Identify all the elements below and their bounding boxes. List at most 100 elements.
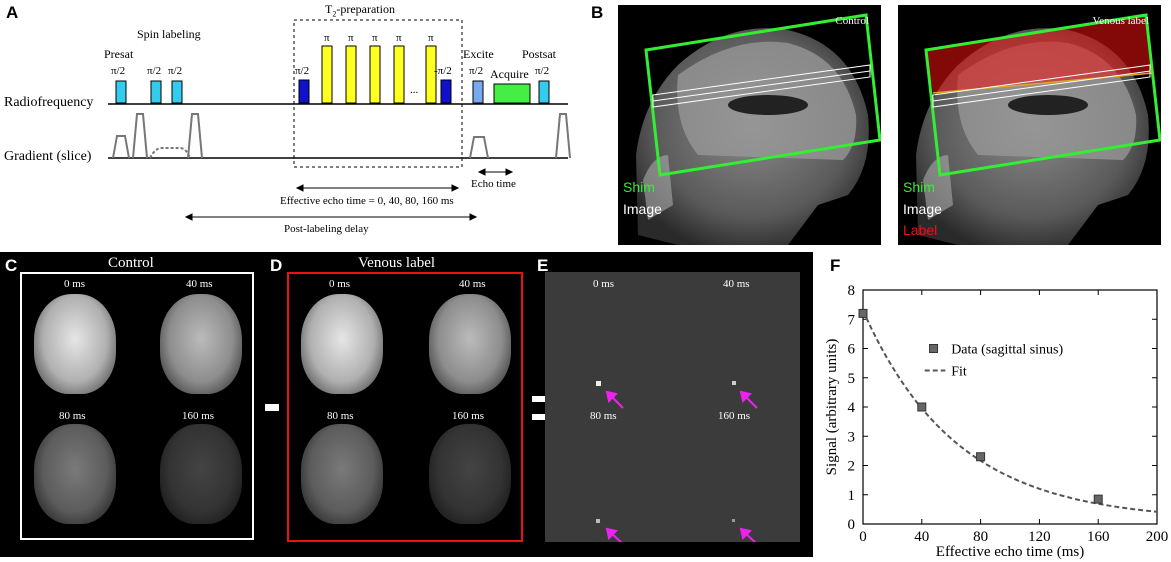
gradient-postsat <box>555 113 571 159</box>
venous-frame: 0 ms 40 ms 80 ms 160 ms <box>287 272 523 542</box>
post-labeling-delay-label: Post-labeling delay <box>284 223 369 235</box>
y-tick-label: 1 <box>848 488 856 504</box>
effective-echo-time-label: Effective echo time = 0, 40, 80, 160 ms <box>280 195 454 207</box>
t2-pi-pulse-2 <box>345 45 357 104</box>
sinus-spot-160 <box>732 519 735 522</box>
data-point <box>976 452 986 462</box>
difference-images: 0 ms 40 ms 80 ms 160 ms <box>545 272 800 542</box>
control-title: Control <box>835 15 869 27</box>
t2-pi-pulse-4 <box>393 45 405 104</box>
y-tick-label: 2 <box>848 459 856 475</box>
sagittal-head-control <box>636 13 881 245</box>
control-brain-160ms <box>160 424 242 524</box>
panel-f-letter: F <box>830 256 841 275</box>
x-tick-label: 160 <box>1087 529 1110 545</box>
pulse-ellipsis: ... <box>410 84 419 96</box>
t2-prep-box <box>293 19 463 168</box>
excite-label: Excite <box>463 47 494 61</box>
gradient-excite <box>469 136 489 159</box>
x-tick-label: 80 <box>973 529 988 545</box>
diff-time-160: 160 ms <box>718 410 751 422</box>
radiofrequency-label: Radiofrequency <box>4 95 94 110</box>
pi-label-5: π <box>428 32 434 44</box>
diff-time-40: 40 ms <box>723 278 750 290</box>
shim-legend-control: Shim <box>623 179 655 195</box>
x-tick-label: 0 <box>859 529 867 545</box>
y-tick-label: 3 <box>848 429 856 445</box>
t2-neg-pi2-pulse <box>440 79 452 104</box>
venous-time-160: 160 ms <box>452 410 485 422</box>
echo-time-arrow <box>477 168 514 176</box>
panel-e-letter: E <box>537 256 549 275</box>
control-time-0: 0 ms <box>64 278 86 290</box>
y-tick-label: 5 <box>848 371 856 387</box>
venous-time-0: 0 ms <box>329 278 351 290</box>
y-tick-label: 0 <box>848 517 856 533</box>
shim-legend-venous: Shim <box>903 179 935 195</box>
control-brain-40ms <box>160 294 242 394</box>
data-point <box>917 402 927 412</box>
presat-label: Presat <box>104 47 134 61</box>
t2-pi2-pulse <box>298 79 310 104</box>
post-labeling-delay-arrow <box>184 213 478 221</box>
control-title-axial: Control <box>108 255 154 271</box>
presat-pulse <box>115 80 127 104</box>
pulse-sequence-diagram <box>108 19 571 221</box>
image-legend-control: Image <box>623 201 662 217</box>
t2-prep-title: T2-preparation <box>325 2 395 19</box>
equals-sign-top <box>532 396 550 402</box>
pi2-label-1: π/2 <box>147 65 162 77</box>
legend-label-data: Data (sagittal sinus) <box>951 343 1063 358</box>
pi2-label-2: π/2 <box>168 65 183 77</box>
plot-frame <box>862 289 1158 525</box>
echo-time-label: Echo time <box>471 178 516 190</box>
minus-sign <box>265 404 279 411</box>
pi-label-1: π <box>324 32 330 44</box>
panel-d-letter: D <box>270 256 283 275</box>
venous-label-sagittal-image: Venous label Shim Image Label <box>898 5 1161 245</box>
pi2-postsat-label: π/2 <box>535 65 550 77</box>
panel-b-letter: B <box>591 3 604 22</box>
venous-label-title: Venous label <box>1092 15 1149 27</box>
spin-labeling-label: Spin labeling <box>137 27 201 41</box>
x-tick-label: 120 <box>1028 529 1051 545</box>
x-axis-label: Effective echo time (ms) <box>936 544 1084 560</box>
magenta-arrows <box>605 390 758 542</box>
panel-c-letter: C <box>5 256 18 275</box>
x-tick-label: 200 <box>1146 529 1169 545</box>
venous-brain-40ms <box>429 294 511 394</box>
postsat-pulse <box>538 80 550 104</box>
excite-pulse <box>472 80 484 104</box>
effective-echo-arrow <box>295 184 460 192</box>
control-time-80: 80 ms <box>59 410 86 422</box>
sinus-spot-40 <box>732 381 736 385</box>
diff-time-0: 0 ms <box>593 278 615 290</box>
neg-pi2-label: -π/2 <box>434 65 452 77</box>
sagittal-head-venous <box>916 13 1161 245</box>
y-tick-label: 6 <box>848 342 856 358</box>
label-legend-venous: Label <box>903 222 938 238</box>
y-tick-label: 8 <box>848 283 856 299</box>
control-sagittal-image: Control Shim Image <box>618 5 881 245</box>
label-pulse-1 <box>150 80 162 104</box>
legend-marker-data <box>929 344 939 353</box>
control-time-40: 40 ms <box>186 278 213 290</box>
fit-curve <box>862 310 1158 513</box>
control-brain-80ms <box>34 424 116 524</box>
acquire-label: Acquire <box>490 67 529 81</box>
gradient-label: Gradient (slice) <box>4 149 92 164</box>
gradient-presat <box>112 135 130 159</box>
control-frame: 0 ms 40 ms 80 ms 160 ms <box>20 272 254 540</box>
label-pulse-2 <box>171 80 183 104</box>
pi2-presat-label: π/2 <box>111 65 126 77</box>
equals-sign-bottom <box>532 414 550 420</box>
pi-label-4: π <box>396 32 402 44</box>
gradient-label-1 <box>132 113 148 159</box>
y-tick-label: 4 <box>848 400 856 416</box>
control-brain-0ms <box>34 294 116 394</box>
pi2-t2-label: π/2 <box>295 65 310 77</box>
t2-pi-pulse-1 <box>321 45 333 104</box>
sinus-spot-80 <box>596 519 600 523</box>
pi-label-3: π <box>372 32 378 44</box>
legend-label-fit: Fit <box>951 364 967 379</box>
